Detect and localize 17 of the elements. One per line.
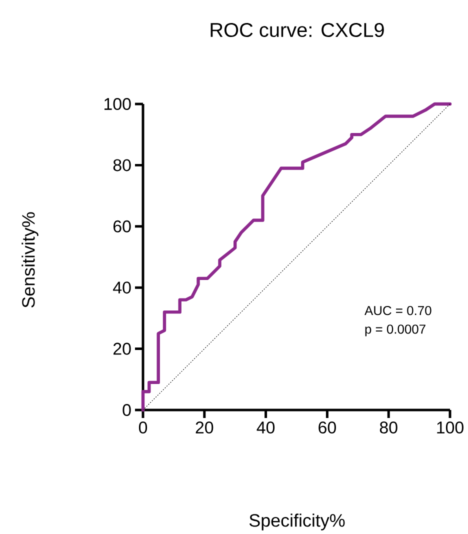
x-tick-label: 100 bbox=[437, 422, 464, 434]
x-tick-label: 0 bbox=[138, 422, 148, 434]
y-tick-label: 0 bbox=[122, 404, 131, 416]
x-tick-label: 60 bbox=[318, 422, 336, 434]
y-tick-label: 100 bbox=[104, 98, 131, 110]
y-tick-label: 80 bbox=[113, 159, 131, 172]
x-tick-label: 80 bbox=[380, 422, 398, 434]
y-tick-label: 20 bbox=[114, 342, 131, 355]
annotation: AUC = 0.70 bbox=[364, 306, 432, 316]
x-tick-label: 40 bbox=[256, 422, 275, 434]
annotation: p = 0.0007 bbox=[365, 324, 426, 336]
y-tick-label: 40 bbox=[113, 282, 131, 294]
x-axis-title: Specificity% bbox=[249, 514, 345, 530]
chart-title: ROC curve: CXCL9 bbox=[210, 22, 384, 38]
y-axis-title: Sensitivity% bbox=[22, 212, 38, 308]
x-tick-label: 20 bbox=[196, 422, 214, 434]
y-tick-label: 60 bbox=[114, 220, 131, 232]
